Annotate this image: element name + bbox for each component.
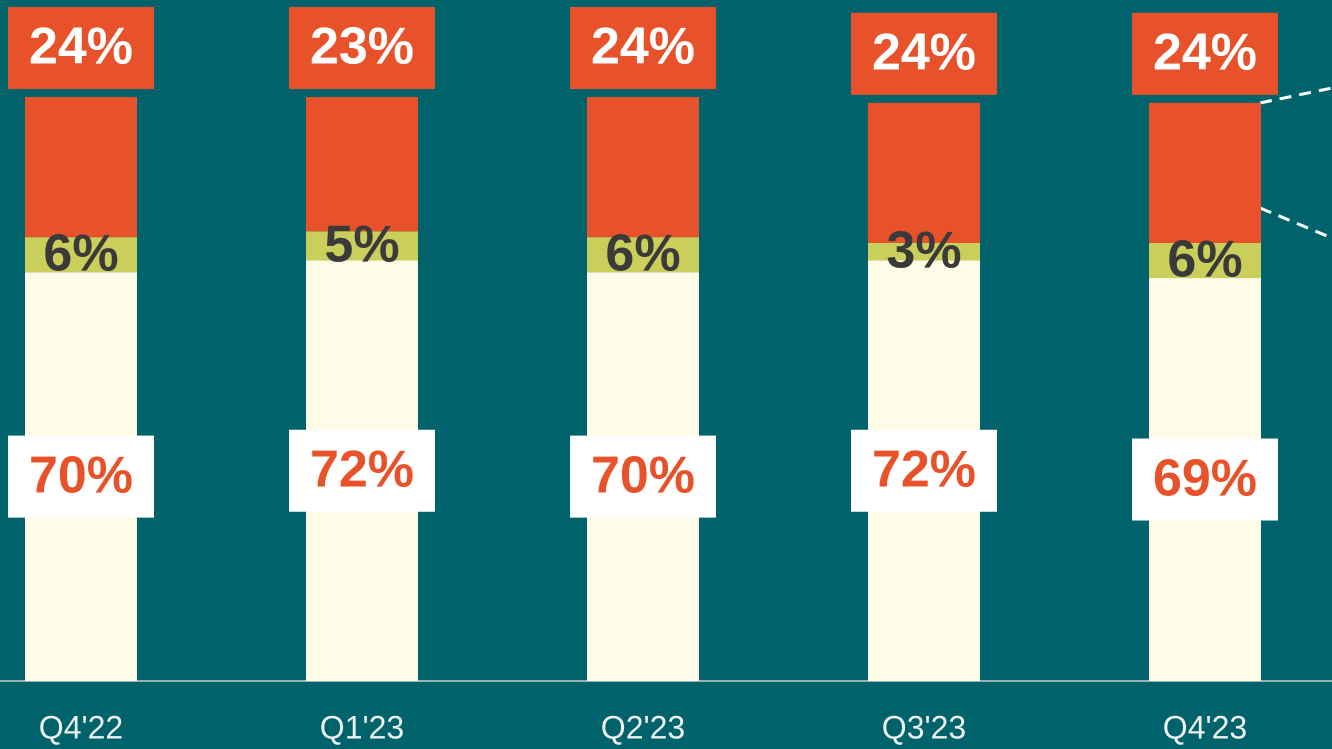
label-box (851, 429, 997, 512)
label-box (570, 435, 716, 518)
bar-segment (1149, 243, 1261, 279)
connector-line (1259, 86, 1332, 105)
x-tick-label: Q2'23 (601, 709, 685, 745)
label-box (289, 7, 435, 89)
label-box (8, 7, 154, 89)
data-label: 23% (310, 18, 414, 76)
bar-segment (25, 237, 137, 273)
data-label: 70% (591, 446, 695, 504)
label-box (851, 12, 997, 95)
bar-segment (587, 97, 699, 238)
bar-segment (306, 97, 418, 232)
bar-segment (25, 97, 137, 238)
data-label: 24% (29, 18, 133, 76)
x-tick-label: Q3'23 (882, 709, 966, 745)
label-box (289, 429, 435, 512)
bar-segment (1149, 102, 1261, 243)
data-label: 24% (591, 18, 695, 76)
data-label: 72% (872, 440, 976, 498)
data-label: 3% (886, 221, 961, 279)
data-label: 5% (324, 216, 399, 274)
x-tick-label: Q1'23 (320, 709, 404, 745)
bar-segment (587, 237, 699, 273)
data-label: 69% (1153, 449, 1257, 507)
data-label: 24% (872, 24, 976, 82)
data-label: 70% (29, 446, 133, 504)
connector-line (1259, 206, 1332, 240)
data-label: 6% (605, 224, 680, 282)
bar-segment (306, 231, 418, 261)
label-box (8, 435, 154, 518)
label-box (1132, 12, 1278, 95)
label-box (1132, 438, 1278, 521)
data-label: 72% (310, 440, 414, 498)
data-label: 6% (43, 224, 118, 282)
bar-segment (868, 243, 980, 261)
bar-segment (868, 102, 980, 243)
data-label: 6% (1167, 230, 1242, 288)
x-tick-label: Q4'22 (39, 709, 123, 745)
x-tick-label: Q4'23 (1163, 709, 1247, 745)
data-label: 24% (1153, 24, 1257, 82)
label-box (570, 7, 716, 89)
